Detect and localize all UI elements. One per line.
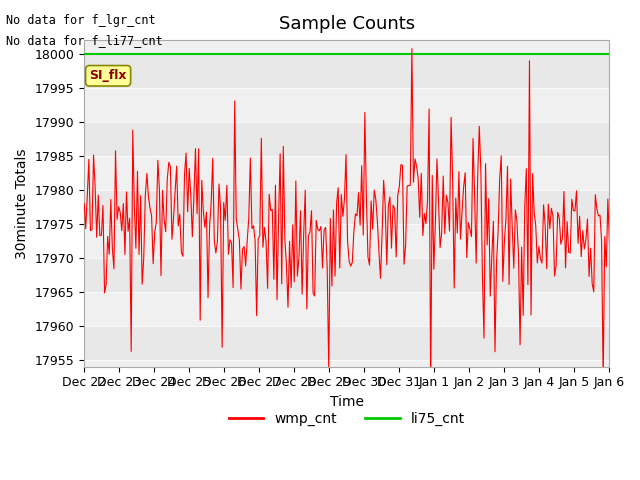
X-axis label: Time: Time [330,395,364,409]
Bar [84,122,609,156]
Text: No data for f_lgr_cnt: No data for f_lgr_cnt [6,14,156,27]
Y-axis label: 30minute Totals: 30minute Totals [15,148,29,259]
Text: No data for f_li77_cnt: No data for f_li77_cnt [6,34,163,47]
Bar [84,54,609,88]
Text: SI_flx: SI_flx [90,69,127,82]
Bar [84,190,609,224]
Bar [84,258,609,292]
Bar [84,326,609,360]
Legend: wmp_cnt, li75_cnt: wmp_cnt, li75_cnt [223,406,470,432]
Title: Sample Counts: Sample Counts [279,15,415,33]
